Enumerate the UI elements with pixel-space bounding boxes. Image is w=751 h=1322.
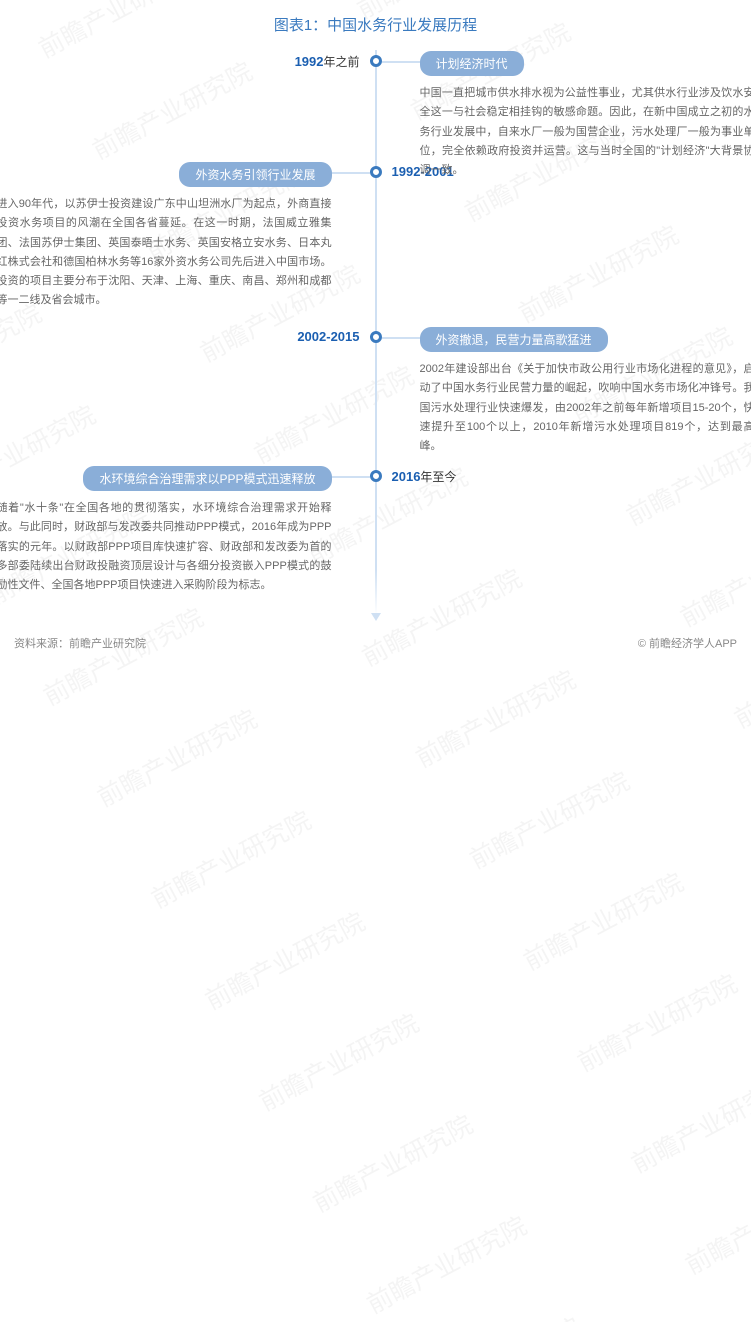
timeline-year-label: 2002-2015 bbox=[297, 329, 359, 344]
chart-title: 图表1：中国水务行业发展历程 bbox=[0, 0, 751, 35]
timeline-card: 外资水务引领行业发展进入90年代，以苏伊士投资建设广东中山坦洲水厂为起点，外商直… bbox=[0, 162, 332, 311]
timeline-node bbox=[370, 331, 382, 343]
timeline-node bbox=[370, 470, 382, 482]
card-body: 中国一直把城市供水排水视为公益性事业，尤其供水行业涉及饮水安全这一与社会稳定相挂… bbox=[420, 84, 751, 180]
card-body: 进入90年代，以苏伊士投资建设广东中山坦洲水厂为起点，外商直接投资水务项目的风潮… bbox=[0, 195, 332, 311]
timeline-card: 外资撤退，民营力量高歌猛进 2002年建设部出台《关于加快市政公用行业市场化进程的… bbox=[420, 327, 751, 456]
card-connector bbox=[382, 337, 420, 339]
card-header: 外资水务引领行业发展 bbox=[179, 162, 331, 187]
card-body: 随着"水十条"在全国各地的贯彻落实，水环境综合治理需求开始释放。与此同时，财政部… bbox=[0, 499, 332, 595]
copyright-footer: © 前瞻经济学人APP bbox=[638, 635, 737, 651]
timeline-card: 计划经济时代中国一直把城市供水排水视为公益性事业，尤其供水行业涉及饮水安全这一与… bbox=[420, 51, 751, 180]
card-connector bbox=[332, 172, 370, 174]
card-body: 2002年建设部出台《关于加快市政公用行业市场化进程的意见》，启动了中国水务行业… bbox=[420, 360, 751, 456]
timeline-year-label: 2016年至今 bbox=[392, 468, 457, 485]
timeline-node bbox=[370, 166, 382, 178]
timeline-year-label: 1992年之前 bbox=[295, 53, 360, 70]
timeline-arrow bbox=[371, 613, 381, 621]
card-connector bbox=[332, 476, 370, 478]
timeline-card: 水环境综合治理需求以PPP模式迅速释放随着"水十条"在全国各地的贯彻落实，水环境… bbox=[0, 466, 332, 595]
timeline-node bbox=[370, 55, 382, 67]
source-footer: 资料来源：前瞻产业研究院 bbox=[14, 635, 146, 651]
card-header: 外资撤退，民营力量高歌猛进 bbox=[420, 327, 608, 352]
card-header: 水环境综合治理需求以PPP模式迅速释放 bbox=[83, 466, 331, 491]
card-connector bbox=[382, 61, 420, 63]
card-header: 计划经济时代 bbox=[420, 51, 524, 76]
